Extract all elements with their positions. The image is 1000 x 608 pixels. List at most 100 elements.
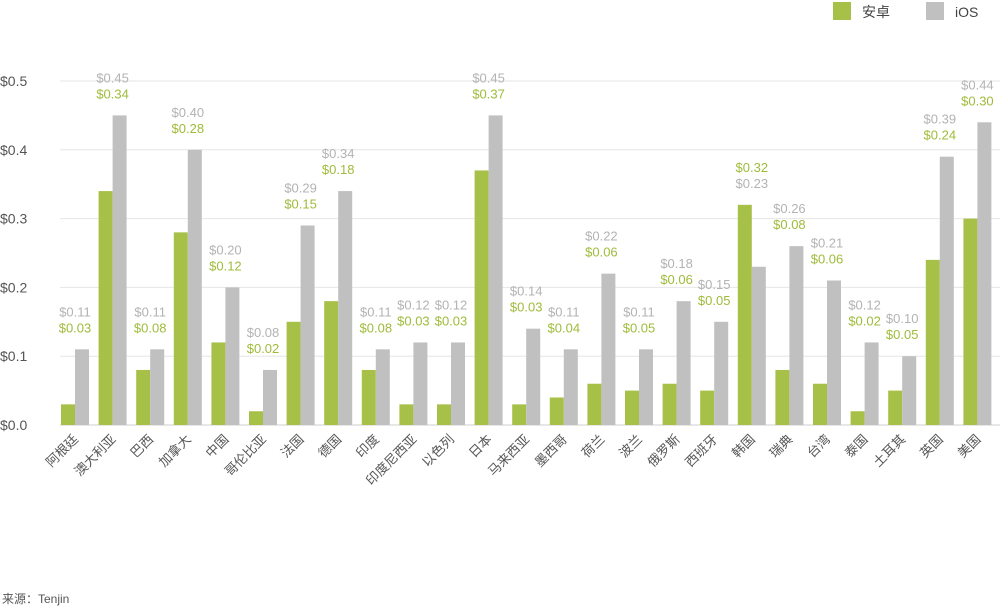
bar-ios (902, 356, 917, 425)
data-label: $0.37 (472, 86, 505, 101)
data-label: $0.03 (435, 313, 468, 328)
data-label: $0.02 (848, 313, 881, 328)
bar-android (925, 259, 940, 425)
legend-swatch-android (833, 2, 851, 20)
x-tick-label: 波兰 (616, 432, 645, 461)
bar-ios (150, 349, 165, 425)
data-label: $0.12 (397, 297, 430, 312)
x-tick-label: 日本 (466, 432, 495, 461)
data-label: $0.28 (172, 121, 205, 136)
x-tick-label: 中国 (203, 432, 232, 461)
data-label: $0.45 (472, 70, 505, 85)
x-tick-label: 泰国 (842, 432, 871, 461)
bar-android (549, 397, 564, 425)
x-tick-label: 美国 (955, 432, 984, 461)
data-label: $0.03 (397, 313, 430, 328)
data-label: $0.26 (773, 201, 806, 216)
data-label: $0.12 (435, 297, 468, 312)
data-label: $0.11 (548, 304, 580, 319)
x-tick-label: 澳大利亚 (71, 432, 118, 479)
bar-ios (676, 301, 691, 425)
legend-swatch-ios (926, 2, 944, 20)
bar-android (587, 383, 602, 425)
data-label: $0.22 (585, 229, 618, 244)
bar-android (211, 342, 226, 425)
data-label: $0.08 (247, 325, 280, 340)
data-label: $0.34 (322, 146, 355, 161)
bar-android (324, 301, 339, 425)
bar-android (136, 369, 151, 425)
data-label: $0.34 (96, 86, 129, 101)
x-tick-label: 土耳其 (870, 432, 908, 470)
bar-android (512, 404, 527, 425)
data-label: $0.08 (360, 320, 393, 335)
data-label: $0.24 (924, 128, 957, 143)
bar-android (98, 191, 113, 425)
x-tick-label: 墨西哥 (532, 432, 570, 470)
y-tick-label: $0.4 (0, 142, 27, 158)
data-label: $0.32 (736, 160, 769, 175)
x-tick-label: 以色列 (419, 432, 457, 470)
bar-android (437, 404, 451, 425)
data-label: $0.12 (848, 297, 881, 312)
data-label: $0.06 (585, 245, 618, 260)
data-label: $0.23 (736, 176, 769, 191)
data-label: $0.21 (811, 236, 844, 251)
bar-ios (375, 349, 390, 425)
data-label: $0.02 (247, 341, 280, 356)
bar-android (474, 170, 489, 425)
bar-ios (413, 342, 428, 425)
bar-ios (939, 156, 954, 425)
x-tick-label: 韩国 (729, 432, 758, 461)
data-label: $0.14 (510, 284, 543, 299)
legend-label: 安卓 (862, 4, 890, 20)
bar-ios (639, 349, 653, 425)
data-label: $0.29 (284, 180, 317, 195)
bar-ios (526, 328, 541, 425)
data-label: $0.20 (209, 242, 242, 257)
bar-ios (751, 266, 766, 425)
bar-android (249, 411, 263, 425)
bar-android (61, 404, 75, 425)
data-label: $0.39 (924, 112, 957, 127)
x-tick-label: 法国 (278, 432, 307, 461)
data-label: $0.11 (360, 304, 392, 319)
data-label: $0.08 (134, 320, 167, 335)
x-tick-label: 哥伦比亚 (222, 432, 269, 479)
bar-android (700, 390, 715, 425)
x-tick-label: 英国 (917, 432, 946, 461)
bar-ios (827, 280, 841, 425)
bar-android (361, 369, 376, 425)
data-label: $0.10 (886, 311, 919, 326)
bar-android (963, 218, 978, 425)
bar-ios (75, 349, 89, 425)
data-label: $0.18 (322, 162, 355, 177)
y-tick-label: $0.0 (0, 417, 27, 433)
data-label: $0.04 (548, 320, 581, 335)
bar-ios (789, 246, 804, 425)
legend-label: iOS (955, 4, 978, 20)
bar-ios (225, 287, 240, 425)
x-tick-label: 西班牙 (682, 432, 720, 470)
data-label: $0.44 (961, 77, 994, 92)
bar-ios (714, 321, 729, 425)
bar-ios (563, 349, 578, 425)
x-tick-label: 马来西亚 (485, 432, 532, 479)
bar-ios (112, 115, 127, 426)
bar-android (399, 404, 414, 425)
x-tick-label: 俄罗斯 (645, 432, 683, 470)
source-note: 来源：Tenjin (2, 592, 70, 606)
bar-android (173, 232, 188, 425)
data-label: $0.30 (961, 93, 994, 108)
data-label: $0.11 (59, 304, 91, 319)
bar-ios (300, 225, 315, 425)
x-tick-label: 巴西 (127, 432, 156, 461)
bar-ios (451, 342, 465, 425)
x-tick-label: 荷兰 (579, 432, 608, 461)
bar-ios (338, 191, 353, 425)
y-tick-label: $0.1 (0, 348, 27, 364)
data-label: $0.03 (510, 300, 543, 315)
data-label: $0.18 (660, 256, 693, 271)
x-tick-label: 印度 (353, 432, 382, 461)
data-label: $0.05 (698, 293, 731, 308)
